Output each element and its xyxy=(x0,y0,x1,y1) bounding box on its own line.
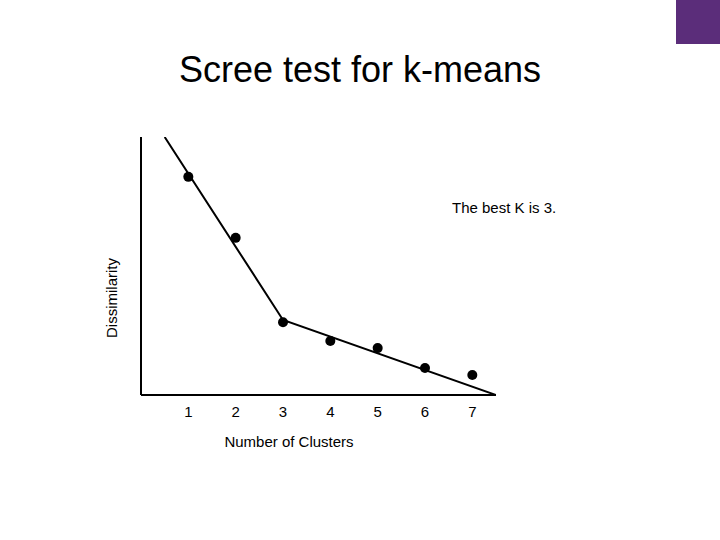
elbow-line xyxy=(165,137,496,395)
x-tick-label: 5 xyxy=(373,403,381,420)
x-tick-label: 2 xyxy=(231,403,239,420)
title: Scree test for k-means xyxy=(179,49,541,90)
x-tick-label: 1 xyxy=(184,403,192,420)
x-tick-label: 7 xyxy=(468,403,476,420)
y-axis-label: Dissimilarity xyxy=(103,258,120,338)
x-tick-label: 3 xyxy=(279,403,287,420)
y-axis xyxy=(140,137,142,395)
x-tick-label: 4 xyxy=(326,403,334,420)
x-axis-label: Number of Clusters xyxy=(224,433,353,450)
logo xyxy=(676,0,720,44)
x-axis xyxy=(141,394,496,396)
x-tick-label: 6 xyxy=(421,403,429,420)
point xyxy=(467,370,477,380)
chart: Scree test for k-means 1 2 3 4 5 6 7 Number of C… xyxy=(0,0,720,540)
annotation: The best K is 3. xyxy=(452,199,556,216)
plot-area xyxy=(165,137,496,395)
